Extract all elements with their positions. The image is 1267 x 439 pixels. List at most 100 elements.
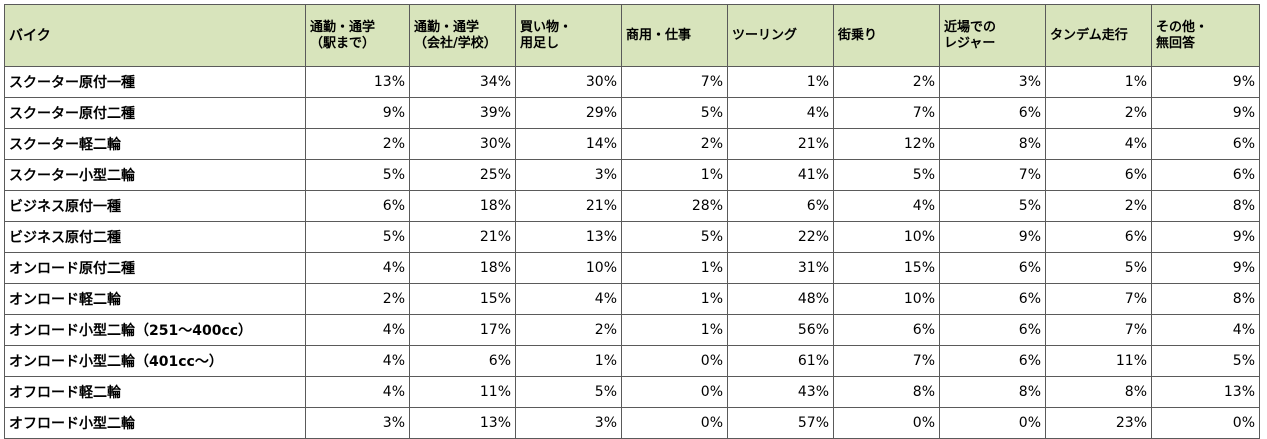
value-cell: 3% [515,407,622,439]
column-header-line: 通勤・通学 [310,19,376,35]
value-cell: 8% [1151,190,1260,222]
value-cell: 1% [621,314,728,346]
column-header: 通勤・通学 （駅まで） [305,4,410,67]
column-header: 商用・仕事 [621,4,728,67]
value-cell: 11% [409,376,516,408]
column-header-line: レジャー [944,35,996,51]
value-cell: 8% [939,128,1046,160]
value-cell: 2% [1045,190,1152,222]
column-header-line: 通勤・通学 [414,19,480,35]
value-cell: 8% [939,376,1046,408]
row-label: ビジネス原付二種 [4,221,306,253]
column-header: タンデム走行 [1045,4,1152,67]
value-cell: 4% [305,252,410,284]
table-row: スクーター小型二輪 5% 25% 3% 1% 41% 5% 7% 6% 6% [4,159,1260,191]
value-cell: 4% [305,345,410,377]
value-cell: 8% [1151,283,1260,315]
table-row: オンロード軽二輪 2% 15% 4% 1% 48% 10% 6% 7% 8% [4,283,1260,315]
value-cell: 29% [515,97,622,129]
value-cell: 2% [305,128,410,160]
value-cell: 41% [727,159,834,191]
value-cell: 2% [1045,97,1152,129]
table-row: オフロード小型二輪 3% 13% 3% 0% 57% 0% 0% 23% 0% [4,407,1260,439]
value-cell: 6% [939,345,1046,377]
row-label: スクーター原付二種 [4,97,306,129]
value-cell: 57% [727,407,834,439]
row-label: オフロード小型二輪 [4,407,306,439]
value-cell: 7% [1045,314,1152,346]
value-cell: 12% [833,128,940,160]
table-body: スクーター原付一種 13% 34% 30% 7% 1% 2% 3% 1% 9% スクーター原付二種 9… [4,66,1260,439]
column-header-line: 買い物・ [520,19,573,35]
table-row: オンロード小型二輪（401cc～） 4% 6% 1% 0% 61% 7% 6% 11% 5% [4,345,1260,377]
column-header-line: 商用・仕事 [626,27,692,43]
value-cell: 56% [727,314,834,346]
value-cell: 6% [305,190,410,222]
value-cell: 6% [409,345,516,377]
value-cell: 4% [305,376,410,408]
value-cell: 23% [1045,407,1152,439]
value-cell: 2% [833,66,940,98]
column-header: 買い物・ 用足し [515,4,622,67]
value-cell: 6% [939,283,1046,315]
value-cell: 6% [939,97,1046,129]
value-cell: 7% [939,159,1046,191]
value-cell: 8% [833,376,940,408]
value-cell: 9% [305,97,410,129]
value-cell: 5% [1045,252,1152,284]
value-cell: 22% [727,221,834,253]
column-header-line: （駅まで） [310,35,376,51]
value-cell: 4% [515,283,622,315]
table-row: オンロード小型二輪（251～400cc） 4% 17% 2% 1% 56% 6% 6% 7% 4% [4,314,1260,346]
value-cell: 9% [939,221,1046,253]
value-cell: 7% [833,345,940,377]
value-cell: 4% [1151,314,1260,346]
table-row: スクーター原付二種 9% 39% 29% 5% 4% 7% 6% 2% 9% [4,97,1260,129]
value-cell: 5% [1151,345,1260,377]
value-cell: 15% [833,252,940,284]
row-label: オンロード軽二輪 [4,283,306,315]
value-cell: 2% [305,283,410,315]
value-cell: 8% [1045,376,1152,408]
value-cell: 21% [515,190,622,222]
value-cell: 4% [1045,128,1152,160]
table-row: スクーター原付一種 13% 34% 30% 7% 1% 2% 3% 1% 9% [4,66,1260,98]
value-cell: 21% [409,221,516,253]
value-cell: 6% [1151,128,1260,160]
column-header: 通勤・通学 （会社/学校） [409,4,516,67]
value-cell: 13% [515,221,622,253]
value-cell: 2% [515,314,622,346]
value-cell: 9% [1151,66,1260,98]
table-row: ビジネス原付一種 6% 18% 21% 28% 6% 4% 5% 2% 8% [4,190,1260,222]
value-cell: 5% [833,159,940,191]
row-label: オンロード原付二種 [4,252,306,284]
value-cell: 31% [727,252,834,284]
value-cell: 4% [833,190,940,222]
column-header-line: バイク [9,27,51,44]
value-cell: 1% [515,345,622,377]
column-header-line: ツーリング [732,27,798,43]
value-cell: 10% [515,252,622,284]
value-cell: 6% [939,314,1046,346]
value-cell: 13% [409,407,516,439]
value-cell: 3% [515,159,622,191]
value-cell: 7% [833,97,940,129]
value-cell: 48% [727,283,834,315]
value-cell: 3% [305,407,410,439]
value-cell: 4% [727,97,834,129]
value-cell: 5% [515,376,622,408]
table-row: オフロード軽二輪 4% 11% 5% 0% 43% 8% 8% 8% 13% [4,376,1260,408]
value-cell: 34% [409,66,516,98]
value-cell: 11% [1045,345,1152,377]
column-header: ツーリング [727,4,834,67]
table-row: ビジネス原付二種 5% 21% 13% 5% 22% 10% 9% 6% 9% [4,221,1260,253]
value-cell: 7% [1045,283,1152,315]
value-cell: 39% [409,97,516,129]
value-cell: 0% [621,376,728,408]
row-label: スクーター原付一種 [4,66,306,98]
value-cell: 3% [939,66,1046,98]
row-label: スクーター小型二輪 [4,159,306,191]
value-cell: 1% [621,159,728,191]
value-cell: 21% [727,128,834,160]
value-cell: 0% [621,345,728,377]
